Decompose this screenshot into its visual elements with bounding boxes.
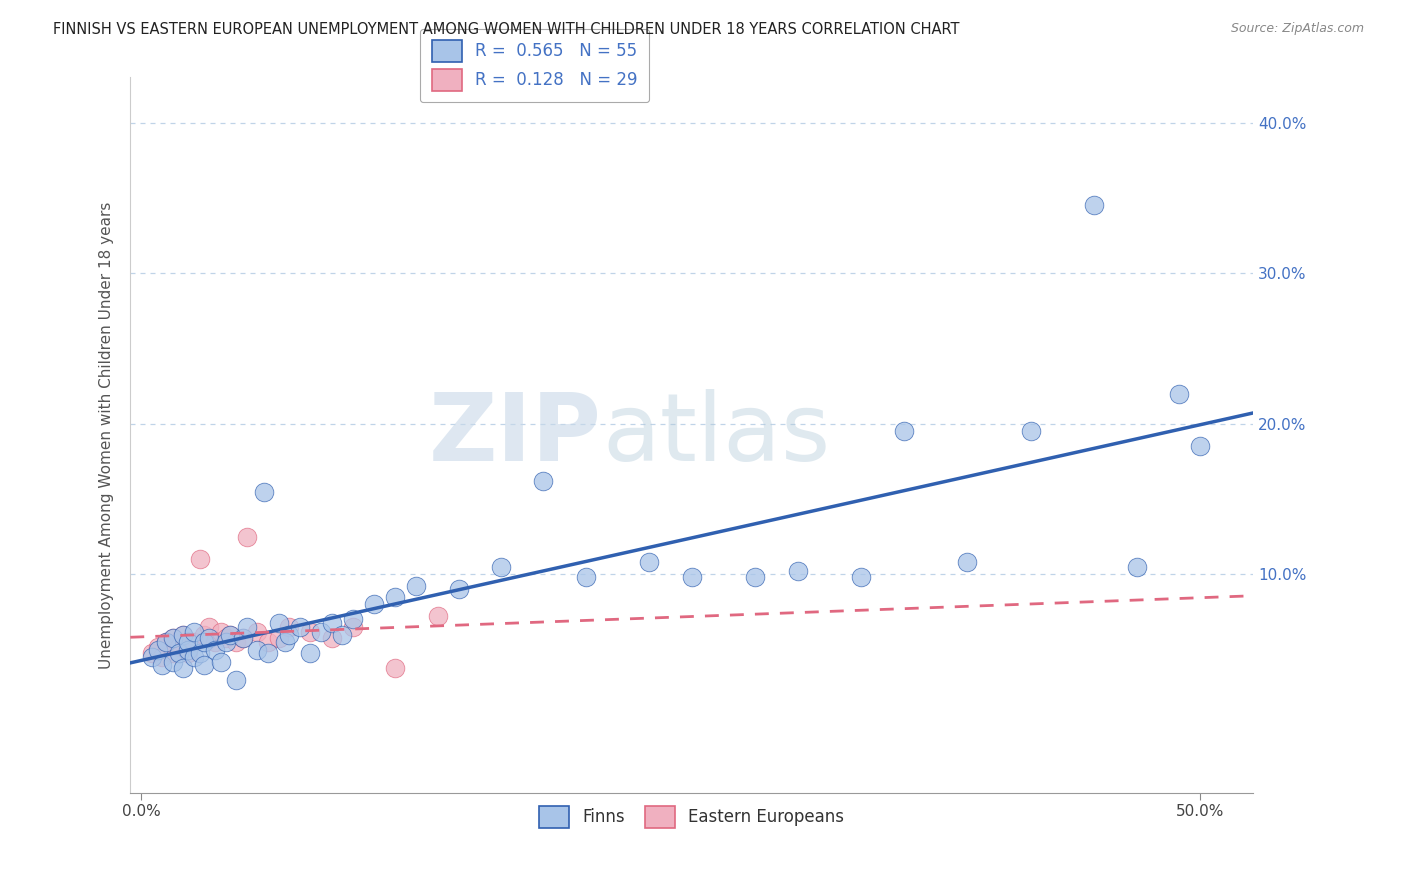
Point [155, 635, 177, 649]
Point [299, 624, 322, 639]
Point [183, 635, 205, 649]
Point [638, 555, 661, 569]
Legend: Finns, Eastern Europeans: Finns, Eastern Europeans [533, 799, 851, 834]
Point [141, 646, 163, 660]
Point [278, 627, 301, 641]
Point [155, 635, 177, 649]
Point [141, 650, 163, 665]
Point [257, 646, 280, 660]
Point [146, 642, 169, 657]
Point [533, 474, 555, 488]
Point [162, 631, 184, 645]
Point [267, 631, 290, 645]
Point [236, 530, 259, 544]
Point [1083, 198, 1105, 212]
Point [236, 620, 259, 634]
Point [384, 661, 406, 675]
Point [321, 631, 343, 645]
Y-axis label: Unemployment Among Women with Children Under 18 years: Unemployment Among Women with Children U… [100, 202, 114, 669]
Point [363, 598, 385, 612]
Point [1019, 425, 1042, 439]
Point [267, 615, 290, 630]
Point [288, 620, 311, 634]
Point [162, 655, 184, 669]
Point [193, 635, 215, 649]
Point [246, 642, 269, 657]
Point [330, 627, 353, 641]
Text: ZIP: ZIP [429, 389, 602, 481]
Point [183, 650, 205, 665]
Text: atlas: atlas [602, 389, 830, 481]
Text: Source: ZipAtlas.com: Source: ZipAtlas.com [1230, 22, 1364, 36]
Point [447, 582, 470, 597]
Point [956, 555, 979, 569]
Point [209, 655, 232, 669]
Point [225, 635, 247, 649]
Point [1189, 439, 1212, 453]
Point [426, 609, 449, 624]
Point [232, 631, 254, 645]
Point [193, 657, 215, 672]
Point [309, 624, 332, 639]
Point [232, 631, 254, 645]
Point [197, 631, 219, 645]
Point [167, 646, 190, 660]
Point [172, 627, 194, 641]
Point [851, 570, 873, 584]
Point [274, 635, 297, 649]
Point [167, 640, 190, 654]
Point [146, 640, 169, 654]
Point [1125, 559, 1147, 574]
Point [188, 552, 211, 566]
Point [215, 635, 238, 649]
Point [219, 627, 242, 641]
Point [176, 646, 198, 660]
Point [176, 635, 198, 649]
Point [150, 657, 173, 672]
Point [342, 620, 364, 634]
Point [162, 646, 184, 660]
Point [150, 650, 173, 665]
Point [225, 673, 247, 687]
Point [193, 627, 215, 641]
Point [219, 627, 242, 641]
Point [786, 564, 808, 578]
Point [172, 627, 194, 641]
Point [176, 642, 198, 657]
Point [183, 624, 205, 639]
Point [215, 631, 238, 645]
Point [257, 635, 280, 649]
Point [197, 620, 219, 634]
Point [246, 624, 269, 639]
Point [321, 615, 343, 630]
Point [744, 570, 766, 584]
Point [188, 646, 211, 660]
Point [162, 631, 184, 645]
Point [1168, 386, 1191, 401]
Point [893, 425, 915, 439]
Point [575, 570, 598, 584]
Point [489, 559, 512, 574]
Point [342, 613, 364, 627]
Point [172, 661, 194, 675]
Point [204, 635, 226, 649]
Point [209, 624, 232, 639]
Point [299, 646, 322, 660]
Point [253, 484, 276, 499]
Point [278, 620, 301, 634]
Text: FINNISH VS EASTERN EUROPEAN UNEMPLOYMENT AMONG WOMEN WITH CHILDREN UNDER 18 YEAR: FINNISH VS EASTERN EUROPEAN UNEMPLOYMENT… [53, 22, 960, 37]
Point [681, 570, 703, 584]
Point [204, 642, 226, 657]
Point [405, 579, 427, 593]
Point [384, 590, 406, 604]
